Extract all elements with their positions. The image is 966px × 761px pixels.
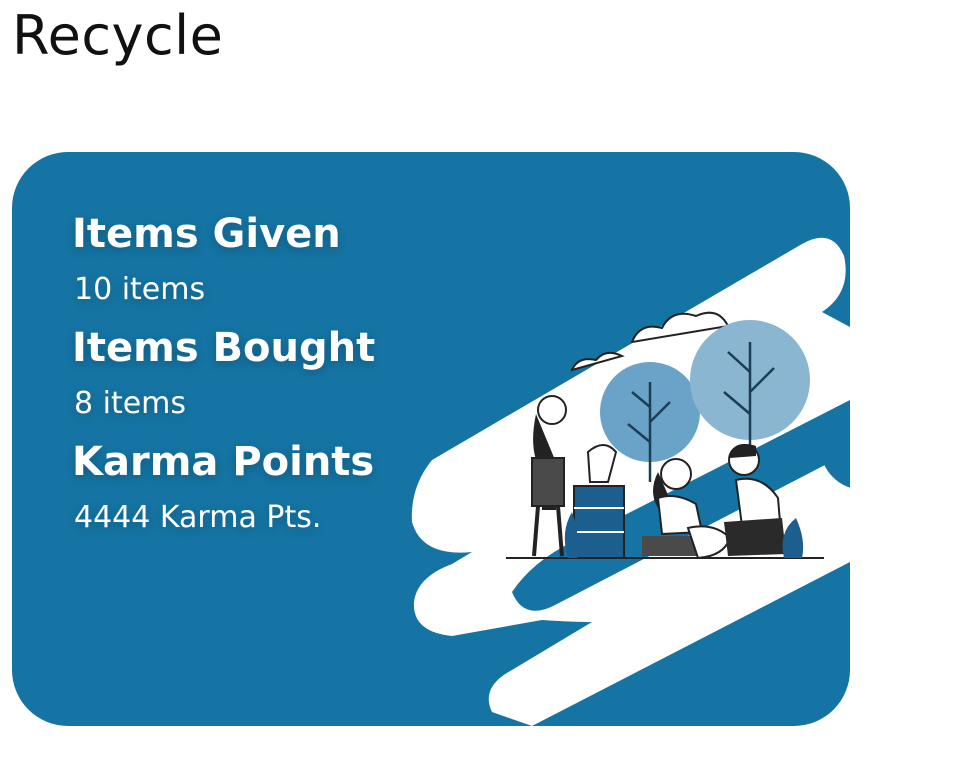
items-given-value: 10 items [74,272,206,307]
items-bought-value: 8 items [74,386,187,421]
items-bought-label: Items Bought [72,325,376,371]
karma-points-value: 4444 Karma Pts. [74,500,322,535]
stats-list: Items Given 10 items Items Bought 8 item… [72,208,375,550]
recycling-volunteers-illustration [411,237,850,726]
items-given-label: Items Given [72,211,341,257]
recycle-stats-card: Items Given 10 items Items Bought 8 item… [12,152,850,726]
karma-points-label: Karma Points [72,439,375,485]
page-title: Recycle [12,4,224,67]
